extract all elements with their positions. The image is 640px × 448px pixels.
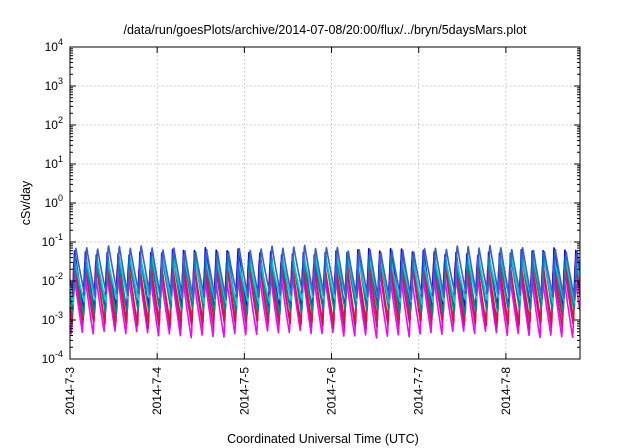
y-tick-label: 101	[45, 154, 63, 171]
x-axis: 2014-7-3 2014-7-4 2014-7-5 2014-7-6 2014-7-7…	[63, 47, 513, 415]
y-tick-label-exponent: 3	[58, 76, 63, 86]
x-tick-label: 2014-7-5	[237, 367, 251, 415]
x-tick-label: 2014-7-7	[412, 367, 426, 415]
y-tick-label: 10-4	[42, 349, 63, 366]
y-tick-label-base: 10	[45, 196, 59, 210]
y-tick-label: 10-1	[42, 232, 63, 249]
y-tick-label-exponent: 4	[58, 37, 63, 47]
y-tick-label-exponent: 2	[58, 115, 63, 125]
y-tick-label-base: 10	[45, 40, 59, 54]
y-tick-label-base: 10	[45, 118, 59, 132]
y-tick-label: 100	[45, 193, 63, 210]
x-axis-label: Coordinated Universal Time (UTC)	[227, 432, 419, 446]
y-tick-label: 10-3	[42, 310, 63, 327]
y-tick-label: 102	[45, 115, 63, 132]
y-tick-label-base: 10	[42, 235, 56, 249]
series-layer	[69, 244, 581, 339]
y-tick-label-exponent: -4	[55, 349, 63, 359]
series-line	[69, 244, 581, 301]
x-tick-label: 2014-7-4	[150, 367, 164, 415]
chart-title: /data/run/goesPlots/archive/2014-07-08/2…	[123, 23, 527, 37]
x-tick-label: 2014-7-3	[63, 367, 77, 415]
y-tick-label-exponent: -2	[55, 271, 63, 281]
y-tick-label-base: 10	[45, 79, 59, 93]
y-tick-label-base: 10	[42, 313, 56, 327]
x-tick-label: 2014-7-8	[499, 367, 513, 415]
y-tick-label-exponent: -1	[55, 232, 63, 242]
y-tick-label-base: 10	[45, 157, 59, 171]
x-tick-label: 2014-7-6	[325, 367, 339, 415]
y-tick-label: 104	[45, 37, 63, 54]
y-tick-label-exponent: 0	[58, 193, 63, 203]
y-axis-label: cSv/day	[19, 180, 33, 225]
y-tick-label: 10-2	[42, 271, 63, 288]
y-tick-label-base: 10	[42, 352, 56, 366]
y-tick-label-exponent: 1	[58, 154, 63, 164]
y-tick-label: 103	[45, 76, 63, 93]
y-tick-label-base: 10	[42, 274, 56, 288]
y-tick-label-exponent: -3	[55, 310, 63, 320]
